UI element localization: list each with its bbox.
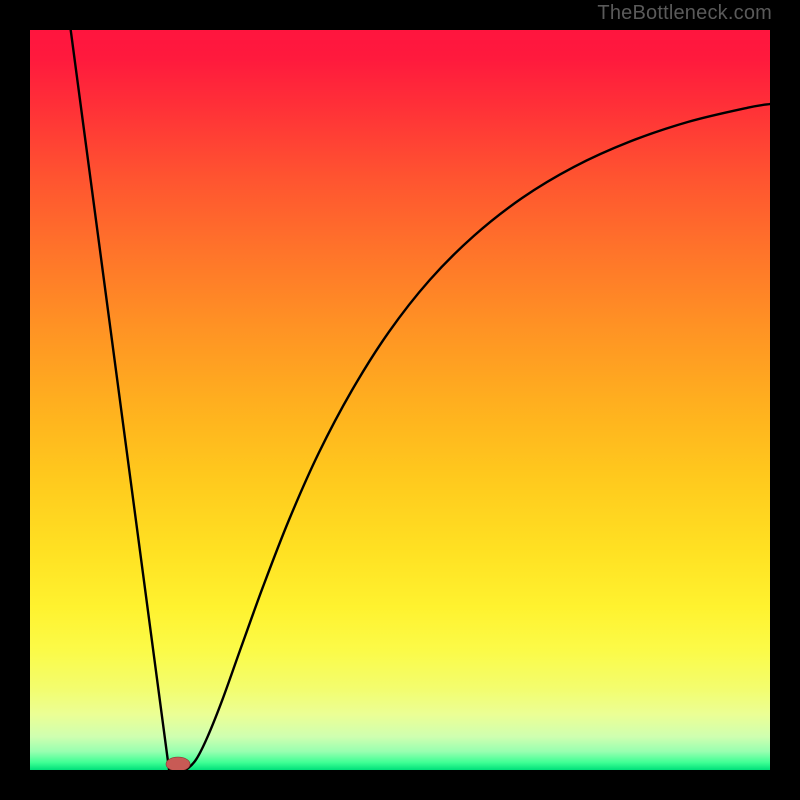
bottleneck-chart bbox=[30, 30, 770, 770]
watermark-text: TheBottleneck.com bbox=[597, 2, 772, 25]
gradient-background bbox=[30, 30, 770, 770]
optimum-marker bbox=[166, 757, 190, 770]
chart-container: TheBottleneck.com bbox=[0, 0, 800, 800]
